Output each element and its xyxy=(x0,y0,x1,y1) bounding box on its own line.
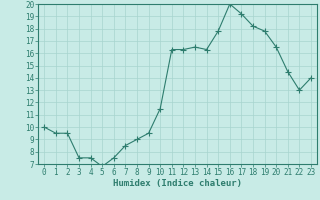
X-axis label: Humidex (Indice chaleur): Humidex (Indice chaleur) xyxy=(113,179,242,188)
